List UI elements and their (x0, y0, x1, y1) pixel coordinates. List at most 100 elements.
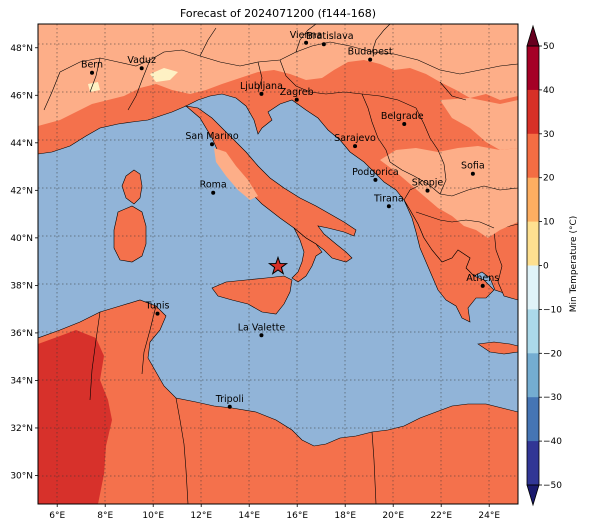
lat-tick-label: 40°N (10, 234, 33, 244)
city-dot (90, 70, 94, 75)
city-dot (294, 97, 299, 102)
city-label: Vienna (290, 30, 323, 41)
colorbar-band (527, 46, 539, 91)
city-label: Podgorica (352, 167, 399, 178)
lat-tick-label: 36°N (10, 329, 33, 339)
lat-tick-label: 46°N (10, 91, 33, 101)
city-label: San Marino (185, 131, 238, 142)
city-dot (402, 122, 407, 127)
city-dot (155, 311, 160, 316)
land-corsica (121, 169, 143, 205)
colorbar-title: Min Temperature (°C) (569, 216, 579, 313)
land-balkan-cool (380, 146, 518, 238)
city-dot (304, 40, 309, 45)
colorbar-band (527, 441, 539, 486)
city-label: Tirana (373, 193, 404, 204)
colorbar-tick-label: −50 (543, 481, 562, 491)
land-crete (477, 341, 518, 355)
colorbar-band (527, 353, 539, 398)
star-marker-icon (267, 255, 289, 275)
city-dot (425, 188, 430, 193)
colorbar-tick-label: 30 (543, 130, 555, 140)
colorbar-tick-label: −30 (543, 393, 562, 403)
city-dot (259, 333, 264, 338)
city-label: Bern (81, 60, 103, 71)
map-frame (37, 23, 519, 505)
colorbar-tick-label: −40 (543, 437, 562, 447)
land-north-africa (38, 299, 518, 504)
lat-tick-label: 34°N (10, 376, 33, 386)
colorbar-tick-label: 40 (543, 86, 555, 96)
colorbar-band (527, 397, 539, 442)
city-label: Sofia (461, 161, 485, 172)
city-dot (227, 404, 232, 409)
city-label: Tunis (145, 301, 170, 312)
city-dot (353, 144, 358, 149)
city-label: Sarajevo (334, 133, 376, 144)
city-label: Vaduz (127, 55, 156, 66)
city-label: Tripoli (215, 394, 244, 405)
land-sardinia (113, 205, 147, 263)
colorbar-tick-label: −20 (543, 349, 562, 359)
colorbar-band (527, 265, 539, 310)
lat-tick-label: 30°N (10, 471, 33, 481)
colorbar-band (527, 221, 539, 266)
colorbar-tick-label: 0 (543, 262, 549, 272)
colorbar-band (527, 89, 539, 135)
city-dot (470, 171, 475, 176)
lon-tick-label: 20°E (382, 511, 404, 521)
city-label: Roma (200, 180, 227, 191)
lat-tick-label: 32°N (10, 424, 33, 434)
lon-tick-label: 18°E (334, 511, 356, 521)
city-dot (139, 66, 144, 71)
colorbar-band (527, 309, 539, 354)
city-label: Skopje (412, 178, 444, 189)
city-label: Budapest (348, 47, 393, 58)
lon-tick-label: 12°E (190, 511, 212, 521)
colorbar-tick-label: 20 (543, 174, 555, 184)
colorbar-tick-label: 50 (543, 42, 555, 52)
city-label: Zagreb (280, 87, 314, 98)
city-dot (211, 190, 216, 195)
colorbar: 50 40 30 20 10 0 −10 −20 −30 −40 −50 (526, 24, 562, 507)
lon-tick-label: 14°E (238, 511, 260, 521)
colorbar-extend-bottom (526, 484, 540, 507)
city-dot (386, 204, 391, 209)
city-label: Bratislava (306, 31, 353, 42)
colorbar-extend-top (526, 24, 540, 47)
city-label: Athens (466, 273, 499, 284)
city-dot (210, 142, 214, 147)
lon-tick-label: 6°E (49, 511, 65, 521)
land-africa-hot (38, 330, 112, 504)
graticule (38, 24, 518, 504)
lat-tick-label: 42°N (10, 186, 33, 196)
land-apennine-cool (214, 148, 258, 200)
lon-tick-label: 24°E (478, 511, 500, 521)
land-greece (403, 199, 495, 323)
land-carpathian-cool (440, 98, 518, 150)
city-label: La Valette (238, 322, 286, 333)
lon-tick-label: 16°E (286, 511, 308, 521)
city-dot (259, 91, 264, 96)
colorbar-band (527, 133, 539, 179)
city-dot (321, 42, 326, 47)
city-label: Ljubljana (240, 81, 283, 92)
colorbar-band (527, 177, 539, 223)
city-dot (373, 177, 378, 182)
country-borders (43, 24, 518, 504)
lat-tick-label: 38°N (10, 281, 33, 291)
land-turkey (493, 223, 518, 301)
latitude-ticks: 30°N 32°N 34°N 36°N 38°N 40°N 42°N 44°N 46°N 48°N (10, 44, 38, 481)
map-title: Forecast of 2024071200 (f144-168) (179, 7, 377, 20)
land-alps-cool (38, 24, 518, 126)
colorbar-tick-label: −10 (543, 305, 562, 315)
lat-tick-label: 48°N (10, 44, 33, 54)
city-dot (480, 283, 485, 288)
city-label: Belgrade (381, 111, 424, 122)
lon-tick-label: 10°E (142, 511, 164, 521)
land-sicily (211, 275, 293, 315)
lat-tick-label: 44°N (10, 139, 33, 149)
